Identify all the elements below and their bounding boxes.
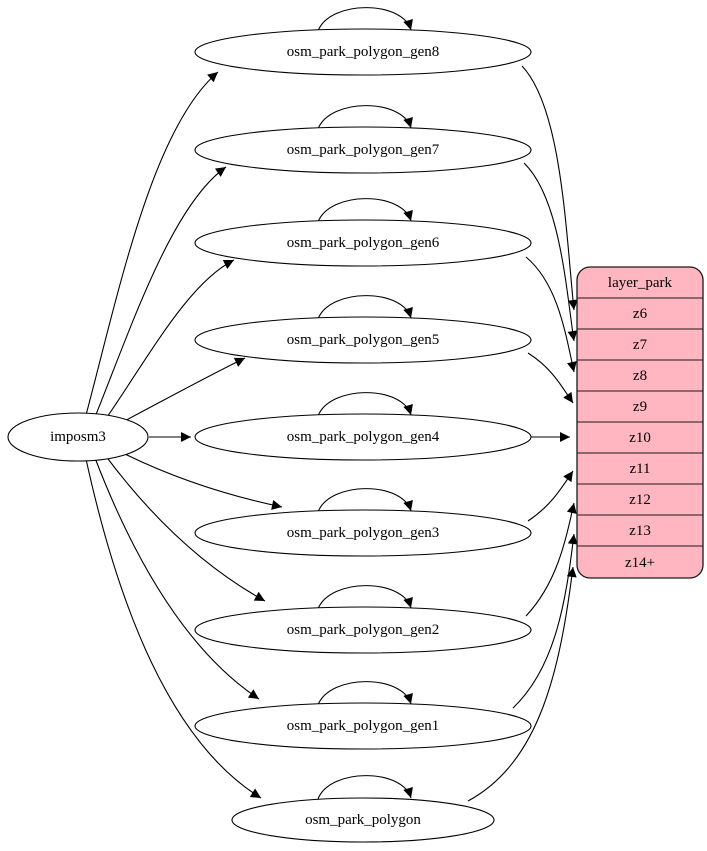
layer-row-z6: z6 <box>633 306 648 322</box>
node-gen3: osm_park_polygon_gen3 <box>194 509 532 557</box>
edge-gen6-to-z8 <box>525 256 577 373</box>
edge-gen3-to-z11 <box>527 470 574 522</box>
selfloop-gen2 <box>317 585 413 610</box>
edge-imposm3-to-gen5 <box>116 357 246 426</box>
layer-row-z12: z12 <box>629 492 651 508</box>
edge-imposm3-to-gen2 <box>104 454 266 602</box>
layer-row-z14: z14+ <box>625 555 655 571</box>
edge-imposm3-to-gen6 <box>104 259 235 421</box>
selfloop-gen4 <box>317 392 413 417</box>
gen8-label: osm_park_polygon_gen8 <box>287 44 439 60</box>
gen7-label: osm_park_polygon_gen7 <box>287 142 440 158</box>
edge-gen7-to-z7 <box>523 162 578 342</box>
edge-gen8-to-z6 <box>521 65 578 311</box>
node-gen8: osm_park_polygon_gen8 <box>194 28 532 76</box>
edge-polygon-to-z14 <box>467 566 577 802</box>
node-imposm3: imposm3 <box>7 412 149 462</box>
layer-row-z9: z9 <box>633 399 647 415</box>
gen5-ellipse <box>194 316 532 364</box>
gen2-ellipse <box>194 606 532 654</box>
node-gen7: osm_park_polygon_gen7 <box>194 126 532 174</box>
layer-row-z13: z13 <box>629 523 651 539</box>
gen3-ellipse <box>194 509 532 557</box>
edge-imposm3-to-polygon <box>85 458 262 799</box>
node-layer-park: layer_park z6 z7 z8 z9 z10 z11 z12 z13 z… <box>576 266 704 579</box>
layer-park-title: layer_park <box>608 275 673 291</box>
node-gen5: osm_park_polygon_gen5 <box>194 316 532 364</box>
polygon-ellipse <box>231 797 495 843</box>
gen1-label: osm_park_polygon_gen1 <box>287 718 439 734</box>
gen1-ellipse <box>194 702 532 750</box>
edge-imposm3-to-gen8 <box>85 71 219 416</box>
edges-tables-to-layer <box>467 65 578 802</box>
layer-row-z8: z8 <box>633 368 647 384</box>
edge-imposm3-to-gen3 <box>116 449 283 510</box>
gen8-ellipse <box>194 28 532 76</box>
edge-imposm3-to-gen7 <box>94 166 227 418</box>
node-gen1: osm_park_polygon_gen1 <box>194 702 532 750</box>
gen7-ellipse <box>194 126 532 174</box>
edge-gen5-to-z9 <box>527 352 574 404</box>
imposm3-ellipse <box>7 412 149 462</box>
gen2-label: osm_park_polygon_gen2 <box>287 622 439 638</box>
layer-row-z7: z7 <box>633 337 648 353</box>
layer-row-z10: z10 <box>629 430 651 446</box>
gen6-ellipse <box>194 219 532 267</box>
selfloop-gen6 <box>317 198 413 223</box>
layer-row-z11: z11 <box>629 461 650 477</box>
selfloop-gen1 <box>317 681 413 706</box>
selfloop-gen5 <box>317 295 413 320</box>
polygon-label: osm_park_polygon <box>305 812 421 828</box>
edge-imposm3-to-gen1 <box>94 457 260 700</box>
selfloop-gen3 <box>317 488 413 513</box>
selfloop-gen7 <box>317 105 413 130</box>
selfloop-polygon <box>317 775 413 800</box>
selfloop-gen8 <box>317 7 413 32</box>
node-polygon: osm_park_polygon <box>231 797 495 843</box>
node-gen4: osm_park_polygon_gen4 <box>194 413 532 461</box>
edge-gen2-to-z12 <box>525 502 577 617</box>
imposm3-label: imposm3 <box>50 429 106 445</box>
edges-source-to-tables <box>85 71 283 799</box>
edges-self-loops <box>317 7 413 800</box>
gen4-ellipse <box>194 413 532 461</box>
edge-gen1-to-z13 <box>512 533 578 709</box>
gen6-label: osm_park_polygon_gen6 <box>287 235 440 251</box>
gen4-label: osm_park_polygon_gen4 <box>287 429 440 445</box>
gen3-label: osm_park_polygon_gen3 <box>287 525 439 541</box>
node-gen6: osm_park_polygon_gen6 <box>194 219 532 267</box>
node-gen2: osm_park_polygon_gen2 <box>194 606 532 654</box>
gen5-label: osm_park_polygon_gen5 <box>287 332 439 348</box>
